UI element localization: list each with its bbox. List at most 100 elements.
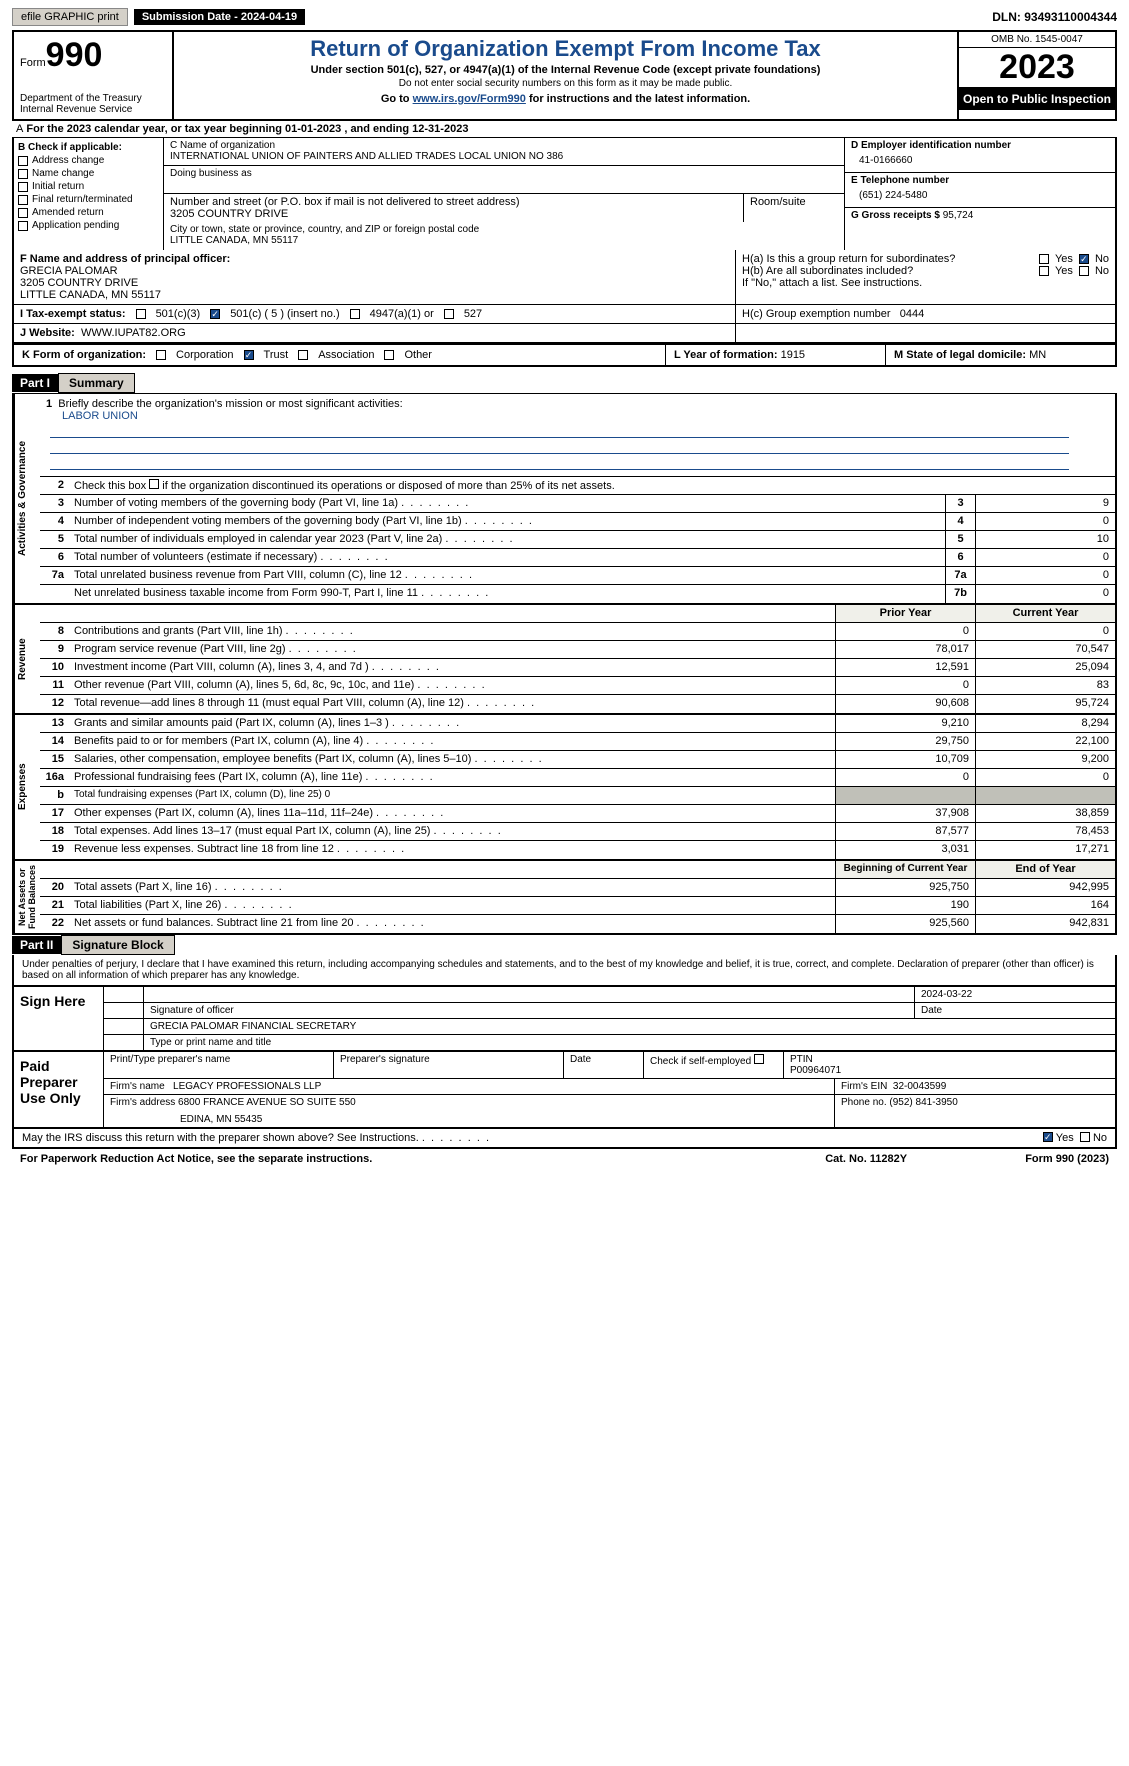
irs-link[interactable]: www.irs.gov/Form990: [413, 93, 526, 105]
officer-addr2: LITTLE CANADA, MN 55117: [20, 289, 729, 301]
firm-phone: (952) 841-3950: [889, 1097, 957, 1108]
page-footer: For Paperwork Reduction Act Notice, see …: [12, 1149, 1117, 1169]
ptin-label: PTIN: [790, 1054, 1109, 1065]
firm-addr2: EDINA, MN 55435: [110, 1108, 828, 1125]
box-c: C Name of organization INTERNATIONAL UNI…: [164, 138, 845, 250]
dept-label: Department of the Treasury Internal Reve…: [20, 93, 166, 115]
chk-other[interactable]: [384, 350, 394, 360]
chk-self-employed[interactable]: [754, 1054, 764, 1064]
firm-addr-label: Firm's address: [110, 1097, 175, 1108]
info-block: B Check if applicable: Address change Na…: [12, 138, 1117, 250]
m-label: M State of legal domicile:: [894, 349, 1026, 361]
period-line: A For the 2023 calendar year, or tax yea…: [12, 121, 1117, 138]
form-footer: Form 990 (2023): [1025, 1153, 1109, 1165]
prep-date-hdr: Date: [564, 1052, 644, 1078]
pra-notice: For Paperwork Reduction Act Notice, see …: [20, 1153, 825, 1165]
chk-501c[interactable]: ✓: [210, 309, 220, 319]
sig-officer-label: Signature of officer: [144, 1003, 915, 1018]
chk-501c3[interactable]: [136, 309, 146, 319]
paid-preparer-block: Paid Preparer Use Only Print/Type prepar…: [12, 1052, 1117, 1129]
vtab-expenses: Expenses: [14, 715, 40, 859]
i-label: I Tax-exempt status:: [20, 308, 126, 320]
section-governance: Activities & Governance 1 Briefly descri…: [12, 393, 1117, 605]
form-word: Form: [20, 57, 46, 69]
box-deg: D Employer identification number 41-0166…: [845, 138, 1115, 250]
hb-no-box[interactable]: [1079, 266, 1089, 276]
firm-phone-label: Phone no.: [841, 1097, 887, 1108]
discuss-text: May the IRS discuss this return with the…: [22, 1132, 1043, 1144]
dba-label: Doing business as: [170, 168, 838, 179]
part1-title: Summary: [58, 373, 135, 393]
ha-no-box[interactable]: ✓: [1079, 254, 1089, 264]
l-label: L Year of formation:: [674, 349, 778, 361]
firm-name-label: Firm's name: [110, 1081, 165, 1092]
hb-yes-box[interactable]: [1039, 266, 1049, 276]
c-name-label: C Name of organization: [170, 140, 838, 151]
ein-label: D Employer identification number: [851, 140, 1109, 151]
hc-value: 0444: [900, 308, 924, 320]
prep-name-hdr: Print/Type preparer's name: [104, 1052, 334, 1078]
briefly-text: Briefly describe the organization's miss…: [58, 398, 402, 410]
firm-ein: 32-0043599: [893, 1081, 946, 1092]
chk-discontinued[interactable]: [149, 479, 159, 489]
part1-tag: Part I: [12, 374, 58, 392]
box-b-label: B Check if applicable:: [18, 142, 159, 153]
row-j: J Website: WWW.IUPAT82.ORG: [12, 324, 1117, 344]
chk-527[interactable]: [444, 309, 454, 319]
officer-name: GRECIA PALOMAR: [20, 265, 729, 277]
efile-print-button[interactable]: efile GRAPHIC print: [12, 8, 128, 26]
chk-assoc[interactable]: [298, 350, 308, 360]
chk-address-change[interactable]: Address change: [18, 155, 159, 166]
gross-label: G Gross receipts $: [851, 210, 940, 221]
paid-label: Paid Preparer Use Only: [14, 1052, 104, 1127]
firm-ein-label: Firm's EIN: [841, 1081, 887, 1092]
city-label: City or town, state or province, country…: [170, 224, 838, 235]
chk-name-change[interactable]: Name change: [18, 168, 159, 179]
type-print-label: Type or print name and title: [144, 1035, 1115, 1050]
col-begin: Beginning of Current Year: [835, 861, 975, 878]
discuss-no-box[interactable]: [1080, 1132, 1090, 1142]
row-ij: I Tax-exempt status: 501(c)(3) ✓501(c) (…: [12, 305, 1117, 324]
section-netassets: Net Assets or Fund Balances Beginning of…: [12, 861, 1117, 935]
phone-label: E Telephone number: [851, 175, 1109, 186]
chk-app-pending[interactable]: Application pending: [18, 220, 159, 231]
ha-yes-box[interactable]: [1039, 254, 1049, 264]
chk-final-return[interactable]: Final return/terminated: [18, 194, 159, 205]
hb-note: If "No," attach a list. See instructions…: [742, 277, 1109, 289]
website: WWW.IUPAT82.ORG: [81, 327, 186, 339]
ha-text: H(a) Is this a group return for subordin…: [742, 253, 1033, 265]
penalty-text: Under penalties of perjury, I declare th…: [12, 955, 1117, 987]
discuss-yes-box[interactable]: ✓: [1043, 1132, 1053, 1142]
chk-initial-return[interactable]: Initial return: [18, 181, 159, 192]
omb-label: OMB No. 1545-0047: [959, 32, 1115, 48]
vtab-netassets: Net Assets or Fund Balances: [14, 861, 40, 933]
room-label: Room/suite: [744, 194, 844, 222]
row-klm: K Form of organization: Corporation ✓Tru…: [12, 344, 1117, 367]
public-inspection-badge: Open to Public Inspection: [959, 88, 1115, 110]
vtab-governance: Activities & Governance: [14, 394, 40, 603]
hb-text: H(b) Are all subordinates included?: [742, 265, 1033, 277]
city-value: LITTLE CANADA, MN 55117: [170, 235, 838, 246]
cat-no: Cat. No. 11282Y: [825, 1153, 1025, 1165]
vtab-revenue: Revenue: [14, 605, 40, 713]
tax-year: 2023: [959, 48, 1115, 88]
year-formed: 1915: [781, 349, 805, 361]
chk-amended[interactable]: Amended return: [18, 207, 159, 218]
chk-4947[interactable]: [350, 309, 360, 319]
col-current: Current Year: [975, 605, 1115, 622]
street-value: 3205 COUNTRY DRIVE: [170, 208, 737, 220]
toolbar: efile GRAPHIC print Submission Date - 20…: [12, 8, 1117, 26]
chk-corp[interactable]: [156, 350, 166, 360]
gross-value: 95,724: [943, 210, 974, 221]
col-end: End of Year: [975, 861, 1115, 878]
f-label: F Name and address of principal officer:: [20, 253, 729, 265]
prep-sig-hdr: Preparer's signature: [334, 1052, 564, 1078]
sign-here-block: Sign Here 2024-03-22 Signature of office…: [12, 987, 1117, 1052]
k-label: K Form of organization:: [22, 349, 146, 361]
street-label: Number and street (or P.O. box if mail i…: [170, 196, 737, 208]
sign-here-label: Sign Here: [14, 987, 104, 1050]
chk-trust[interactable]: ✓: [244, 350, 254, 360]
firm-name: LEGACY PROFESSIONALS LLP: [173, 1081, 321, 1092]
form-header: Form990 Department of the Treasury Inter…: [12, 30, 1117, 121]
firm-addr: 6800 FRANCE AVENUE SO SUITE 550: [178, 1097, 356, 1108]
